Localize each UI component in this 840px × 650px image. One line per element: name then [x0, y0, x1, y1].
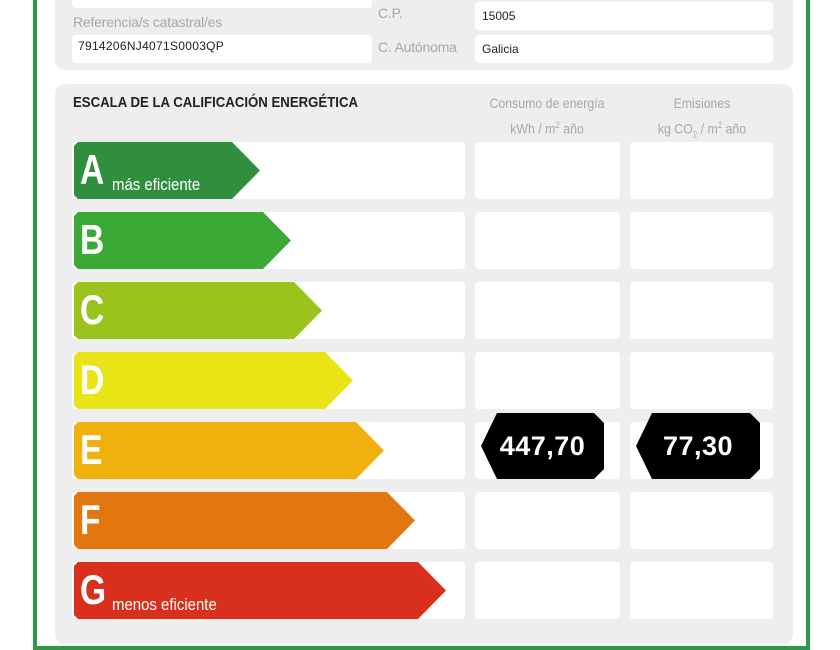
energy-class-note: más eficiente: [112, 175, 201, 194]
consumo-rating-badge-value: 447,70: [499, 430, 586, 461]
emisiones-unit-b: / m: [697, 120, 718, 137]
emisiones-cell-g: [630, 562, 773, 619]
energy-class-d-bar: D: [74, 352, 353, 409]
ca-label: C. Autónoma: [378, 39, 457, 55]
energy-class-letter: A: [80, 146, 105, 193]
ca-field: Galicia: [475, 35, 773, 63]
energy-class-letter: F: [80, 496, 101, 543]
emisiones-rating-badge: 77,30: [636, 413, 760, 479]
consumo-cell-d: [475, 352, 620, 409]
emisiones-unit-sub: 2: [692, 129, 698, 140]
energy-class-c-bar: C: [74, 282, 322, 339]
emisiones-header: Emisiones kg CO2 / m2 año: [635, 92, 769, 145]
emisiones-unit-tail: año: [722, 120, 747, 137]
energy-class-letter: D: [80, 356, 105, 403]
energy-class-letter: B: [80, 216, 105, 263]
ca-value: Galicia: [482, 42, 519, 56]
consumo-cell-b: [475, 212, 620, 269]
consumo-unit-tail: año: [559, 120, 584, 137]
energy-class-letter: G: [80, 566, 107, 613]
energy-class-letter: C: [80, 286, 105, 333]
energy-class-b-bar: B: [74, 212, 291, 269]
consumo-rating-badge: 447,70: [481, 413, 604, 479]
consumo-cell-f: [475, 492, 620, 549]
ref-label: Referencia/s catastral/es: [73, 14, 223, 30]
energy-class-f-bar: F: [74, 492, 415, 549]
emisiones-cell-a: [630, 142, 773, 199]
ref-value: 7914206NJ4071S0003QP: [78, 39, 225, 53]
energy-class-letter: E: [80, 426, 103, 473]
consumo-cell-a: [475, 142, 620, 199]
consumo-cell-g: [475, 562, 620, 619]
consumo-unit: kWh / m: [510, 120, 556, 137]
energy-class-e-bar: E: [74, 422, 384, 479]
emisiones-header-line2: kg CO2 / m2 año: [635, 114, 769, 145]
emisiones-unit-a: kg CO: [657, 120, 693, 137]
emisiones-cell-c: [630, 282, 773, 339]
emisiones-header-line1: Emisiones: [673, 95, 731, 111]
consumo-cell-c: [475, 282, 620, 339]
energy-class-note: menos eficiente: [112, 595, 217, 614]
consumo-unit-sup: 2: [555, 120, 560, 130]
cp-value: 15005: [482, 9, 516, 23]
consumo-header-line2: kWh / m2 año: [479, 114, 615, 140]
ref-field: 7914206NJ4071S0003QP: [72, 35, 372, 63]
consumo-header-line1: Consumo de energía: [489, 95, 605, 111]
scale-title: ESCALA DE LA CALIFICACIÓN ENERGÉTICA: [73, 94, 359, 111]
emisiones-cell-f: [630, 492, 773, 549]
consumo-header: Consumo de energía kWh / m2 año: [479, 92, 615, 140]
emisiones-cell-d: [630, 352, 773, 409]
address-field: [72, 0, 372, 8]
emisiones-unit-sup: 2: [717, 120, 723, 130]
emisiones-cell-b: [630, 212, 773, 269]
cp-field: 15005: [475, 2, 773, 30]
cp-label: C.P.: [378, 5, 403, 21]
emisiones-rating-badge-value: 77,30: [662, 430, 734, 461]
